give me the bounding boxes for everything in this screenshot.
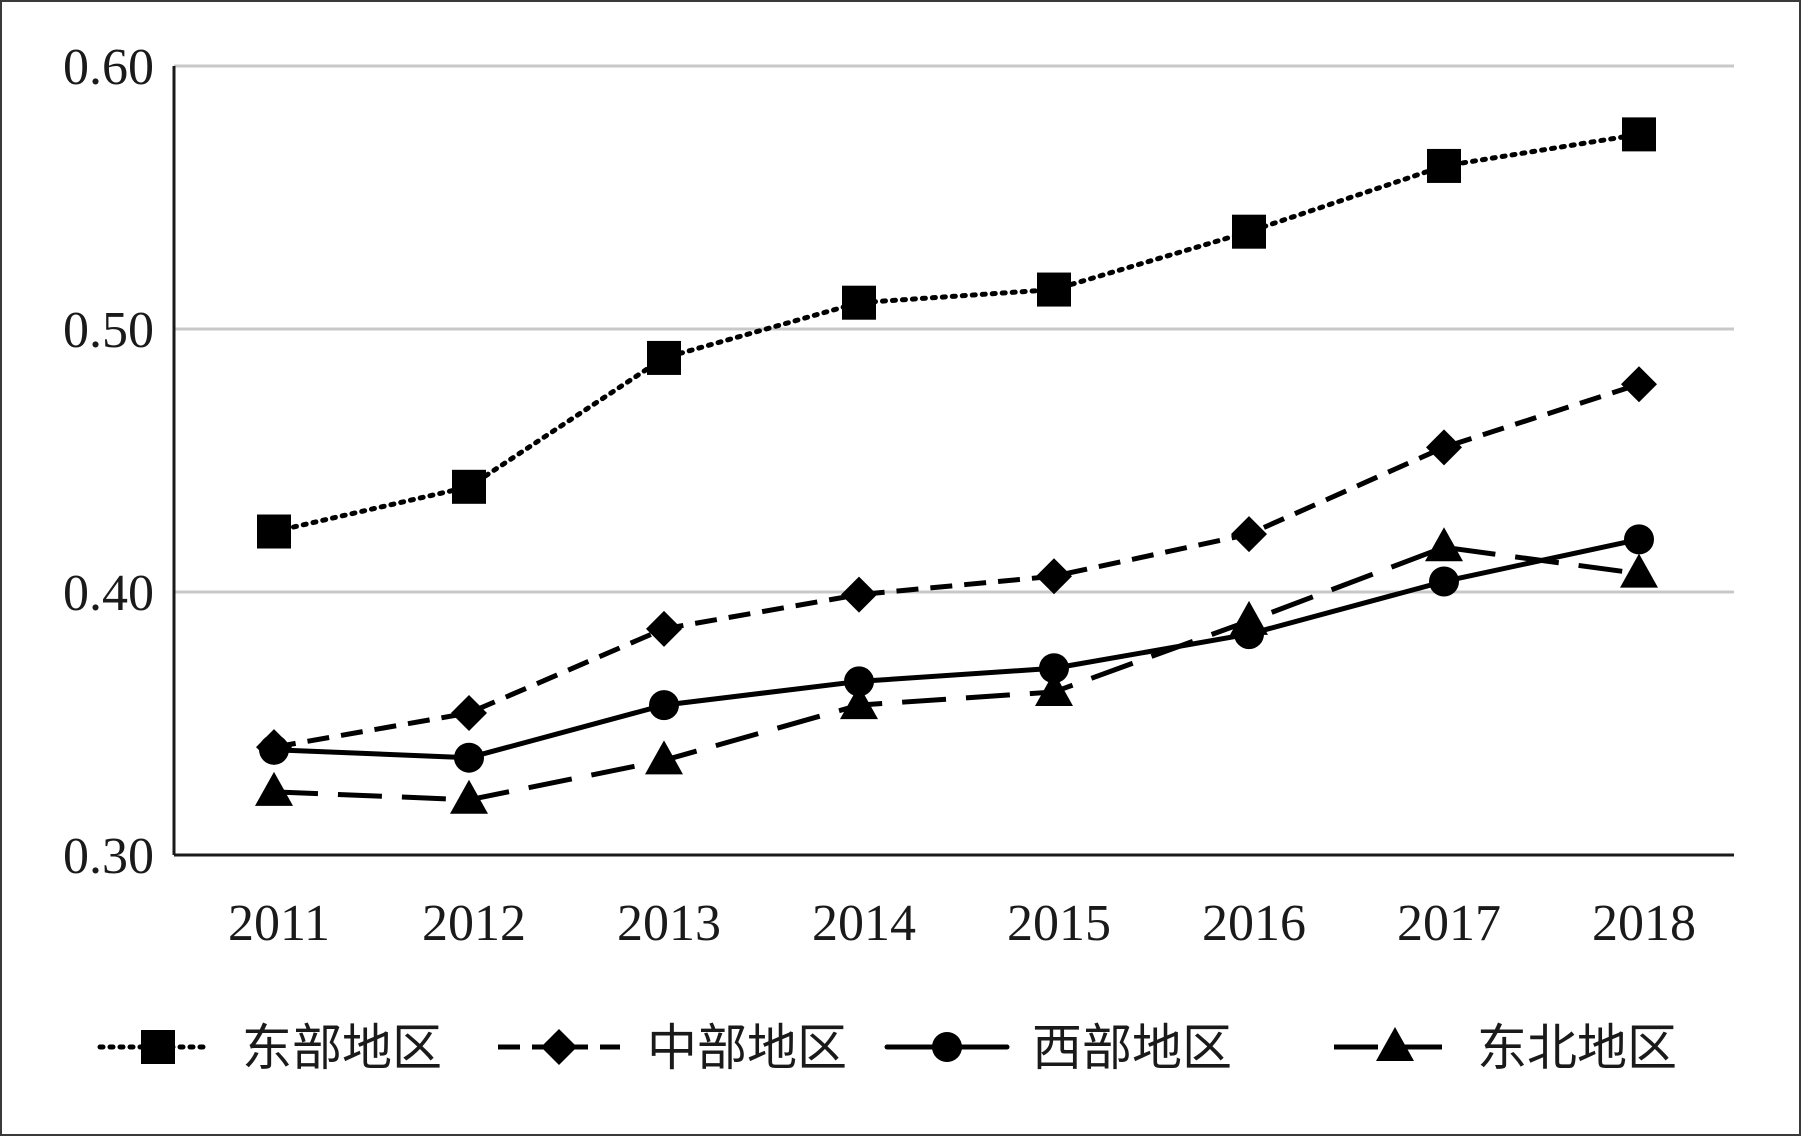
- series-2-point-2017: [1426, 429, 1462, 466]
- series-3-point-2018: [1624, 524, 1654, 555]
- series-1-point-2012: [452, 469, 486, 504]
- series-2-point-2018: [1621, 366, 1657, 403]
- series-1-point-2016: [1232, 214, 1266, 249]
- legend-marker-3: [932, 1032, 962, 1062]
- series-1-point-2017: [1427, 148, 1461, 183]
- series-line-2: [273, 381, 1640, 750]
- x-tick-label-2012: 2012: [422, 895, 526, 952]
- series-2-point-2015: [1036, 558, 1072, 595]
- series-1-point-2011: [257, 514, 291, 549]
- x-tick-label-2011: 2011: [228, 895, 330, 952]
- legend-marker-4: [1376, 1027, 1414, 1061]
- series-4-point-2017: [1425, 527, 1463, 562]
- series-2-point-2014: [841, 576, 877, 613]
- x-tick-label-2016: 2016: [1202, 895, 1306, 952]
- series-2-point-2016: [1231, 516, 1267, 553]
- series-line-4: [273, 544, 1640, 803]
- series-4-point-2011: [255, 771, 293, 806]
- x-tick-label-2013: 2013: [617, 895, 721, 952]
- series-1-point-2013: [647, 340, 681, 375]
- series-3-point-2013: [649, 690, 679, 721]
- series-3-point-2015: [1039, 653, 1069, 684]
- legend-label-2: 中部地区: [647, 1019, 847, 1077]
- y-tick-label-0.30: 0.30: [63, 828, 154, 885]
- y-tick-label-0.50: 0.50: [63, 302, 154, 359]
- y-tick-label-0.60: 0.60: [63, 39, 154, 96]
- series-3-point-2012: [454, 742, 484, 773]
- series-1-point-2018: [1622, 117, 1656, 152]
- series-4-point-2014: [840, 685, 878, 720]
- legend-label-1: 东部地区: [242, 1019, 442, 1077]
- series-1-point-2014: [842, 285, 876, 320]
- series-4-point-2012: [450, 779, 488, 814]
- series-3-point-2017: [1429, 566, 1459, 597]
- legend-label-4: 东北地区: [1477, 1019, 1677, 1077]
- series-1-point-2015: [1037, 272, 1071, 307]
- x-tick-label-2018: 2018: [1592, 895, 1696, 952]
- series-2-point-2012: [451, 694, 487, 731]
- series-3-point-2011: [259, 734, 289, 765]
- legend-label-3: 西部地区: [1032, 1019, 1232, 1077]
- series-2-point-2013: [646, 610, 682, 647]
- series-3-point-2014: [844, 666, 874, 697]
- x-tick-label-2015: 2015: [1007, 895, 1111, 952]
- x-tick-label-2014: 2014: [812, 895, 916, 952]
- series-4-point-2015: [1035, 671, 1073, 706]
- series-4-point-2018: [1620, 553, 1658, 588]
- series-4-point-2013: [645, 740, 683, 775]
- y-tick-label-0.40: 0.40: [63, 565, 154, 622]
- series-line-1: [271, 131, 1642, 535]
- series-4-point-2016: [1230, 600, 1268, 635]
- legend-marker-2: [541, 1029, 577, 1065]
- x-tick-label-2017: 2017: [1397, 895, 1501, 952]
- series-line-3: [271, 536, 1642, 761]
- legend-marker-1: [141, 1030, 175, 1064]
